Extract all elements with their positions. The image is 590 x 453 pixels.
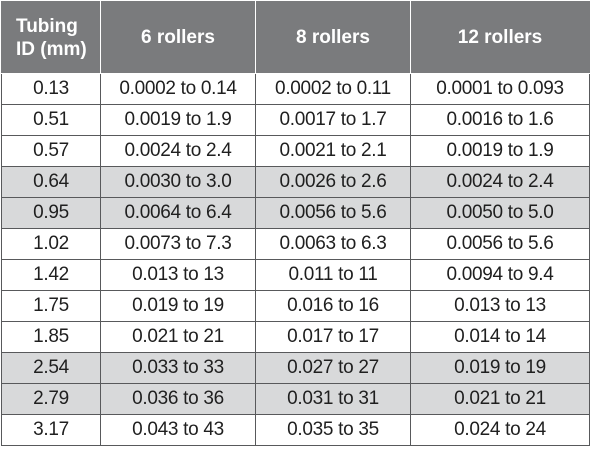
eight-rollers-cell: 0.0056 to 5.6 [255, 197, 411, 229]
table-row: 1.42 0.013 to 13 0.011 to 11 0.0094 to 9.4 [1, 259, 590, 291]
twelve-rollers-cell: 0.0019 to 1.9 [410, 135, 590, 167]
twelve-rollers-cell: 0.021 to 21 [410, 383, 590, 415]
table-body: 0.13 0.0002 to 0.14 0.0002 to 0.11 0.0001 t… [1, 73, 590, 446]
twelve-rollers-cell: 0.019 to 19 [410, 352, 590, 384]
twelve-rollers-cell: 0.0056 to 5.6 [410, 228, 590, 260]
six-rollers-cell: 0.0030 to 3.0 [100, 166, 256, 198]
twelve-rollers-cell: 0.0024 to 2.4 [410, 166, 590, 198]
table-row: 1.75 0.019 to 19 0.016 to 16 0.013 to 13 [1, 290, 590, 322]
header-6-rollers: 6 rollers [100, 1, 256, 74]
tubing-id-cell: 0.57 [1, 135, 101, 167]
twelve-rollers-cell: 0.0094 to 9.4 [410, 259, 590, 291]
table-row: 0.64 0.0030 to 3.0 0.0026 to 2.6 0.0024 to … [1, 166, 590, 198]
six-rollers-cell: 0.043 to 43 [100, 414, 256, 446]
six-rollers-cell: 0.0024 to 2.4 [100, 135, 256, 167]
header-tubing-id: Tubing ID (mm) [1, 1, 101, 74]
eight-rollers-cell: 0.011 to 11 [255, 259, 411, 291]
eight-rollers-cell: 0.027 to 27 [255, 352, 411, 384]
twelve-rollers-cell: 0.024 to 24 [410, 414, 590, 446]
twelve-rollers-cell: 0.0016 to 1.6 [410, 104, 590, 136]
tubing-id-cell: 1.02 [1, 228, 101, 260]
tubing-id-cell: 0.13 [1, 73, 101, 105]
tubing-id-cell: 0.95 [1, 197, 101, 229]
header-12-rollers: 12 rollers [410, 1, 590, 74]
twelve-rollers-cell: 0.0001 to 0.093 [410, 73, 590, 105]
twelve-rollers-cell: 0.013 to 13 [410, 290, 590, 322]
six-rollers-cell: 0.0002 to 0.14 [100, 73, 256, 105]
tubing-id-cell: 2.54 [1, 352, 101, 384]
tubing-id-cell: 1.42 [1, 259, 101, 291]
eight-rollers-cell: 0.0063 to 6.3 [255, 228, 411, 260]
table-row: 2.79 0.036 to 36 0.031 to 31 0.021 to 21 [1, 383, 590, 415]
tubing-id-cell: 3.17 [1, 414, 101, 446]
header-8-rollers: 8 rollers [255, 1, 411, 74]
eight-rollers-cell: 0.0002 to 0.11 [255, 73, 411, 105]
eight-rollers-cell: 0.031 to 31 [255, 383, 411, 415]
six-rollers-cell: 0.013 to 13 [100, 259, 256, 291]
twelve-rollers-cell: 0.0050 to 5.0 [410, 197, 590, 229]
table-row: 1.85 0.021 to 21 0.017 to 17 0.014 to 14 [1, 321, 590, 353]
eight-rollers-cell: 0.0021 to 2.1 [255, 135, 411, 167]
table-row: 1.02 0.0073 to 7.3 0.0063 to 6.3 0.0056 to … [1, 228, 590, 260]
eight-rollers-cell: 0.017 to 17 [255, 321, 411, 353]
six-rollers-cell: 0.0019 to 1.9 [100, 104, 256, 136]
tubing-id-cell: 0.64 [1, 166, 101, 198]
table-row: 0.95 0.0064 to 6.4 0.0056 to 5.6 0.0050 to … [1, 197, 590, 229]
tubing-id-cell: 1.85 [1, 321, 101, 353]
six-rollers-cell: 0.036 to 36 [100, 383, 256, 415]
table-row: 3.17 0.043 to 43 0.035 to 35 0.024 to 24 [1, 414, 590, 446]
table-header-row: Tubing ID (mm) 6 rollers 8 rollers 12 rol… [1, 1, 590, 74]
table-row: 0.51 0.0019 to 1.9 0.0017 to 1.7 0.0016 to … [1, 104, 590, 136]
table-row: 2.54 0.033 to 33 0.027 to 27 0.019 to 19 [1, 352, 590, 384]
table-row: 0.57 0.0024 to 2.4 0.0021 to 2.1 0.0019 to … [1, 135, 590, 167]
six-rollers-cell: 0.0064 to 6.4 [100, 197, 256, 229]
six-rollers-cell: 0.033 to 33 [100, 352, 256, 384]
tubing-id-cell: 1.75 [1, 290, 101, 322]
six-rollers-cell: 0.019 to 19 [100, 290, 256, 322]
six-rollers-cell: 0.0073 to 7.3 [100, 228, 256, 260]
tubing-id-cell: 0.51 [1, 104, 101, 136]
eight-rollers-cell: 0.0017 to 1.7 [255, 104, 411, 136]
six-rollers-cell: 0.021 to 21 [100, 321, 256, 353]
eight-rollers-cell: 0.035 to 35 [255, 414, 411, 446]
eight-rollers-cell: 0.016 to 16 [255, 290, 411, 322]
twelve-rollers-cell: 0.014 to 14 [410, 321, 590, 353]
tubing-id-cell: 2.79 [1, 383, 101, 415]
eight-rollers-cell: 0.0026 to 2.6 [255, 166, 411, 198]
header-tubing-id-label: Tubing ID (mm) [16, 15, 87, 60]
table-row: 0.13 0.0002 to 0.14 0.0002 to 0.11 0.0001 t… [1, 73, 590, 105]
